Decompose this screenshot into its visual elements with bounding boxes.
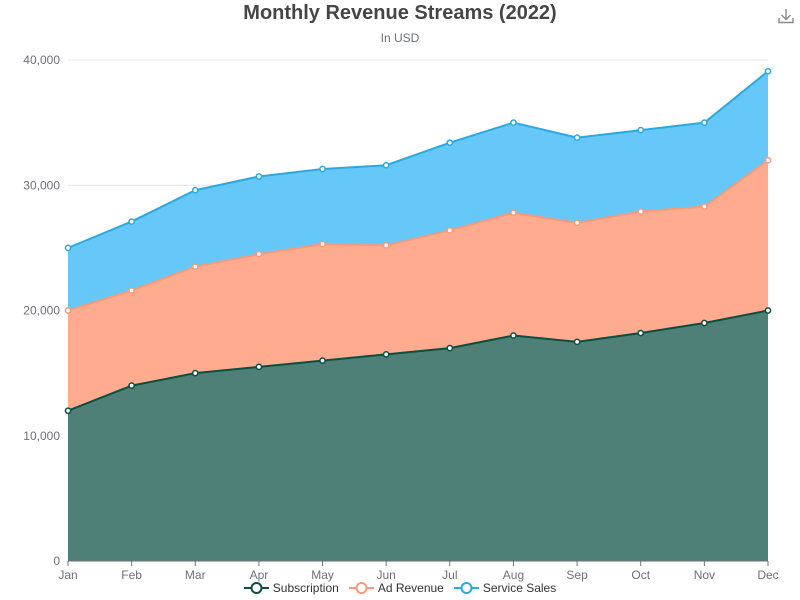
x-tick-label: Apr [250,568,269,582]
x-tick-label: Jun [377,568,396,582]
download-icon[interactable] [776,6,796,26]
legend-item-subscription[interactable]: Subscription [243,581,339,595]
legend-label: Subscription [272,581,339,595]
x-tick-label: Aug [503,568,524,582]
x-tick-label: Oct [631,568,650,582]
area-service-sales [68,71,768,311]
point-subscription [255,363,263,371]
legend-marker-icon [453,582,479,594]
area-subscription [68,310,768,561]
point-subscription [191,369,199,377]
point-service-sales [64,244,72,252]
area-ad-revenue [68,160,768,411]
point-subscription [446,344,454,352]
line-subscription [67,309,769,412]
legend-label: Ad Revenue [377,581,444,595]
point-ad-revenue [510,209,517,217]
x-tick-label: Nov [694,568,715,582]
point-ad-revenue [382,242,390,249]
point-ad-revenue [319,240,326,248]
x-tick-label: Jul [442,568,457,582]
point-service-sales [637,126,645,134]
point-service-sales [191,186,199,194]
legend-item-ad-revenue[interactable]: Ad Revenue [348,581,444,595]
y-tick-label: 0 [53,554,60,568]
point-ad-revenue [128,287,135,294]
y-tick-label: 10,000 [23,429,60,443]
point-service-sales [319,165,326,173]
point-service-sales [255,173,263,180]
legend-label: Service Sales [482,581,557,595]
point-service-sales [382,161,390,169]
chart-legend: Subscription Ad Revenue Service Sales [0,578,800,598]
x-tick-label: Jan [58,568,77,582]
chart-title: Monthly Revenue Streams (2022) [243,2,557,24]
point-service-sales [446,139,454,147]
point-subscription [64,407,72,415]
point-ad-revenue [64,307,72,314]
point-subscription [764,307,772,314]
y-tick-label: 20,000 [23,304,60,318]
x-tick-label: May [311,568,334,582]
chart-subtitle: In USD [380,31,420,45]
point-subscription [319,357,326,364]
point-ad-revenue [573,219,581,227]
point-ad-revenue [637,208,645,215]
point-service-sales [701,119,708,126]
point-ad-revenue [764,156,772,164]
x-tick-label: Mar [185,568,206,582]
x-tick-label: Feb [121,568,142,582]
point-service-sales [510,119,517,126]
point-subscription [701,319,708,327]
x-tick-label: Sep [566,568,588,582]
point-ad-revenue [701,203,708,210]
point-service-sales [573,134,581,142]
point-subscription [573,338,581,346]
line-service-sales [67,70,769,249]
point-service-sales [128,218,135,225]
y-tick-label: 30,000 [23,178,60,192]
point-subscription [128,382,135,389]
line-ad-revenue [67,159,769,312]
y-tick-label: 40,000 [23,53,60,67]
point-subscription [637,329,645,337]
x-tick-label: Dec [757,568,778,582]
point-service-sales [764,67,772,75]
point-ad-revenue [446,226,454,234]
point-subscription [382,350,390,358]
point-subscription [510,332,517,339]
legend-item-service-sales[interactable]: Service Sales [453,581,557,595]
point-ad-revenue [255,250,263,258]
legend-marker-icon [243,582,269,594]
point-ad-revenue [191,263,199,271]
legend-marker-icon [348,582,374,594]
